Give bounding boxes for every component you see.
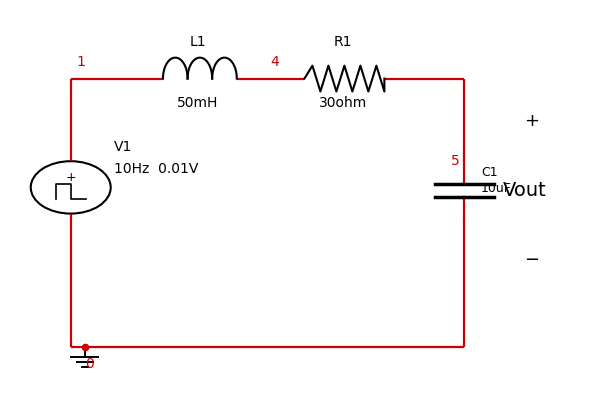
Text: C1: C1 xyxy=(481,166,498,179)
Text: 10uF: 10uF xyxy=(481,182,512,195)
Text: 5: 5 xyxy=(451,154,460,168)
Text: +: + xyxy=(65,171,76,184)
Text: 10Hz  0.01V: 10Hz 0.01V xyxy=(114,162,198,176)
Text: 50mH: 50mH xyxy=(177,96,219,110)
Text: L1: L1 xyxy=(189,35,207,49)
Text: 0: 0 xyxy=(85,357,93,370)
Text: 4: 4 xyxy=(271,56,279,69)
Text: 30ohm: 30ohm xyxy=(319,96,367,110)
Text: Vout: Vout xyxy=(503,181,547,200)
Text: R1: R1 xyxy=(334,35,352,49)
Text: V1: V1 xyxy=(114,140,132,154)
Text: −: − xyxy=(525,251,539,269)
Text: 1: 1 xyxy=(77,56,85,69)
Text: +: + xyxy=(525,112,539,130)
